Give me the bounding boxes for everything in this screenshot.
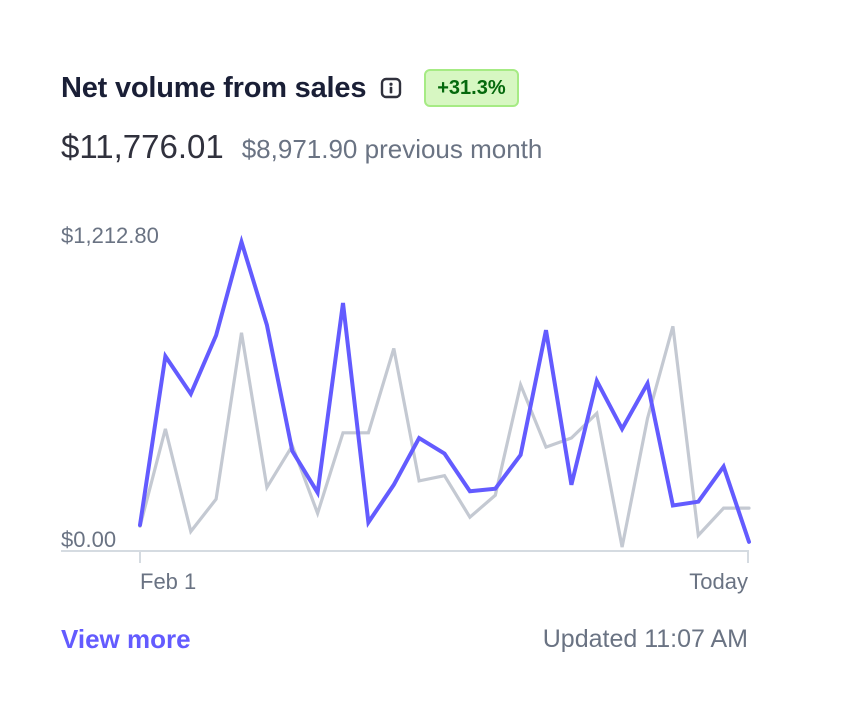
info-icon[interactable] [380, 77, 402, 99]
current-value: $11,776.01 [61, 128, 224, 165]
series-layer [138, 234, 751, 548]
card-title: Net volume from sales [61, 71, 367, 104]
y-tick-label-max: $1,212.80 [61, 223, 159, 248]
series-line-current-period [138, 234, 751, 544]
x-tick-label-start: Feb 1 [140, 569, 196, 594]
updated-timestamp: Updated 11:07 AM [542, 625, 748, 653]
x-tick-label-end: Today [689, 569, 748, 594]
previous-value: $8,971.90 previous month [241, 134, 543, 164]
change-badge: +31.3% [424, 69, 519, 107]
view-more-link[interactable]: View more [61, 624, 191, 654]
line-chart: $1,212.80 $0.00 Feb 1 Today [61, 223, 751, 594]
summary: $11,776.01 $8,971.90 previous month [61, 128, 542, 166]
series-line-previous-period [138, 325, 751, 548]
header: Net volume from sales +31.3% [61, 66, 519, 110]
y-tick-label-min: $0.00 [61, 527, 116, 552]
